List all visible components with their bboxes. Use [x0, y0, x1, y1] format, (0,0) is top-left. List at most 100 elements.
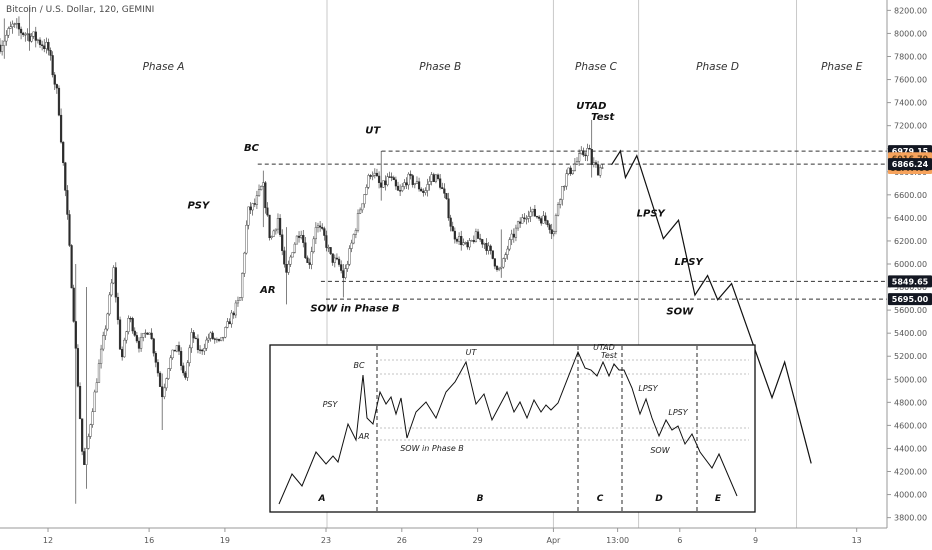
candle-down	[544, 215, 547, 221]
candle-up	[125, 331, 128, 341]
candle-down	[392, 177, 395, 181]
candle-up	[175, 345, 178, 352]
candle-up	[7, 28, 10, 36]
x-tick-label: 29	[473, 536, 483, 545]
candle-down	[375, 172, 379, 177]
candle-up	[1, 45, 4, 52]
candle-up	[506, 248, 509, 255]
candle-down	[22, 32, 25, 35]
candle-up	[554, 214, 558, 232]
candle-down	[38, 39, 42, 45]
candle-down	[485, 243, 488, 251]
candle-down	[198, 349, 202, 351]
candle-up	[102, 335, 105, 350]
candle-series	[0, 5, 604, 504]
y-tick-label: 4800.00	[894, 398, 927, 407]
candle-up	[470, 240, 473, 242]
candle-up	[592, 162, 595, 165]
candle-down	[213, 338, 216, 340]
candle-up	[247, 206, 250, 226]
candle-up	[30, 35, 33, 42]
candle-up	[165, 378, 168, 389]
candle-down	[228, 321, 231, 325]
candle-up	[209, 332, 212, 339]
annotation-label: LPSY	[637, 209, 667, 220]
candle-down	[131, 318, 134, 332]
level-lines	[257, 150, 887, 300]
candle-up	[32, 31, 35, 37]
candle-up	[428, 181, 431, 185]
candle-down	[377, 175, 381, 183]
candle-up	[354, 230, 357, 235]
candle-up	[527, 216, 530, 219]
candle-down	[384, 180, 387, 186]
candle-down	[590, 149, 593, 165]
inset-phase-letter: A	[318, 494, 326, 504]
candle-up	[230, 312, 233, 325]
candle-up	[352, 234, 355, 244]
candle-up	[163, 387, 166, 398]
candle-up	[348, 248, 351, 265]
candle-up	[293, 243, 296, 253]
candle-up	[104, 328, 107, 336]
candle-up	[310, 251, 313, 265]
candle-down	[47, 42, 50, 51]
candle-up	[144, 332, 147, 334]
candle-down	[432, 174, 435, 182]
candle-down	[550, 229, 553, 235]
inset-frame	[269, 344, 756, 513]
candle-down	[519, 221, 522, 224]
candle-up	[186, 362, 189, 378]
y-tick-label: 4400.00	[894, 444, 927, 453]
candle-up	[382, 180, 385, 188]
candle-down	[34, 31, 37, 41]
candle-up	[386, 176, 389, 186]
candle-down	[81, 418, 84, 452]
inset-event-label: AR	[357, 432, 369, 441]
inset-event-label: SOW in Phase B	[400, 444, 464, 453]
candle-up	[238, 297, 242, 301]
candle-up	[188, 347, 191, 364]
candle-up	[316, 225, 320, 228]
candle-up	[220, 337, 223, 341]
candle-down	[453, 230, 456, 240]
y-tick-label: 5400.00	[894, 329, 927, 338]
x-tick-label: 19	[220, 536, 230, 545]
candle-up	[89, 424, 92, 437]
annotation-label: PSY	[187, 201, 211, 212]
candle-down	[281, 234, 284, 251]
candle-down	[217, 338, 221, 341]
y-tick-label: 7600.00	[894, 76, 927, 85]
candle-up	[508, 239, 511, 250]
candle-up	[516, 221, 520, 229]
candle-up	[510, 233, 513, 240]
chart-title: Bitcoin / U.S. Dollar, 120, GEMINI	[6, 5, 154, 15]
phase-label: Phase B	[419, 61, 461, 73]
candle-down	[156, 362, 160, 374]
inset-event-label: UTAD	[593, 343, 615, 352]
candle-up	[350, 242, 353, 249]
phase-label: Phase A	[143, 61, 185, 73]
candle-up	[601, 167, 604, 169]
candle-up	[403, 182, 406, 187]
candle-up	[312, 238, 315, 252]
candle-down	[493, 258, 496, 267]
candle-up	[139, 337, 143, 349]
candle-down	[283, 250, 286, 265]
candle-down	[308, 262, 311, 265]
candle-down	[41, 44, 44, 46]
candle-up	[203, 348, 206, 352]
candle-down	[182, 365, 185, 374]
candle-down	[479, 238, 482, 240]
candle-up	[426, 184, 429, 191]
candle-down	[306, 257, 309, 263]
candle-down	[535, 216, 539, 218]
candle-down	[192, 332, 195, 339]
candle-down	[154, 352, 157, 363]
candle-down	[342, 270, 345, 279]
candle-up	[363, 194, 366, 205]
candle-up	[365, 187, 368, 195]
candle-up	[207, 337, 210, 341]
candle-up	[300, 235, 303, 238]
